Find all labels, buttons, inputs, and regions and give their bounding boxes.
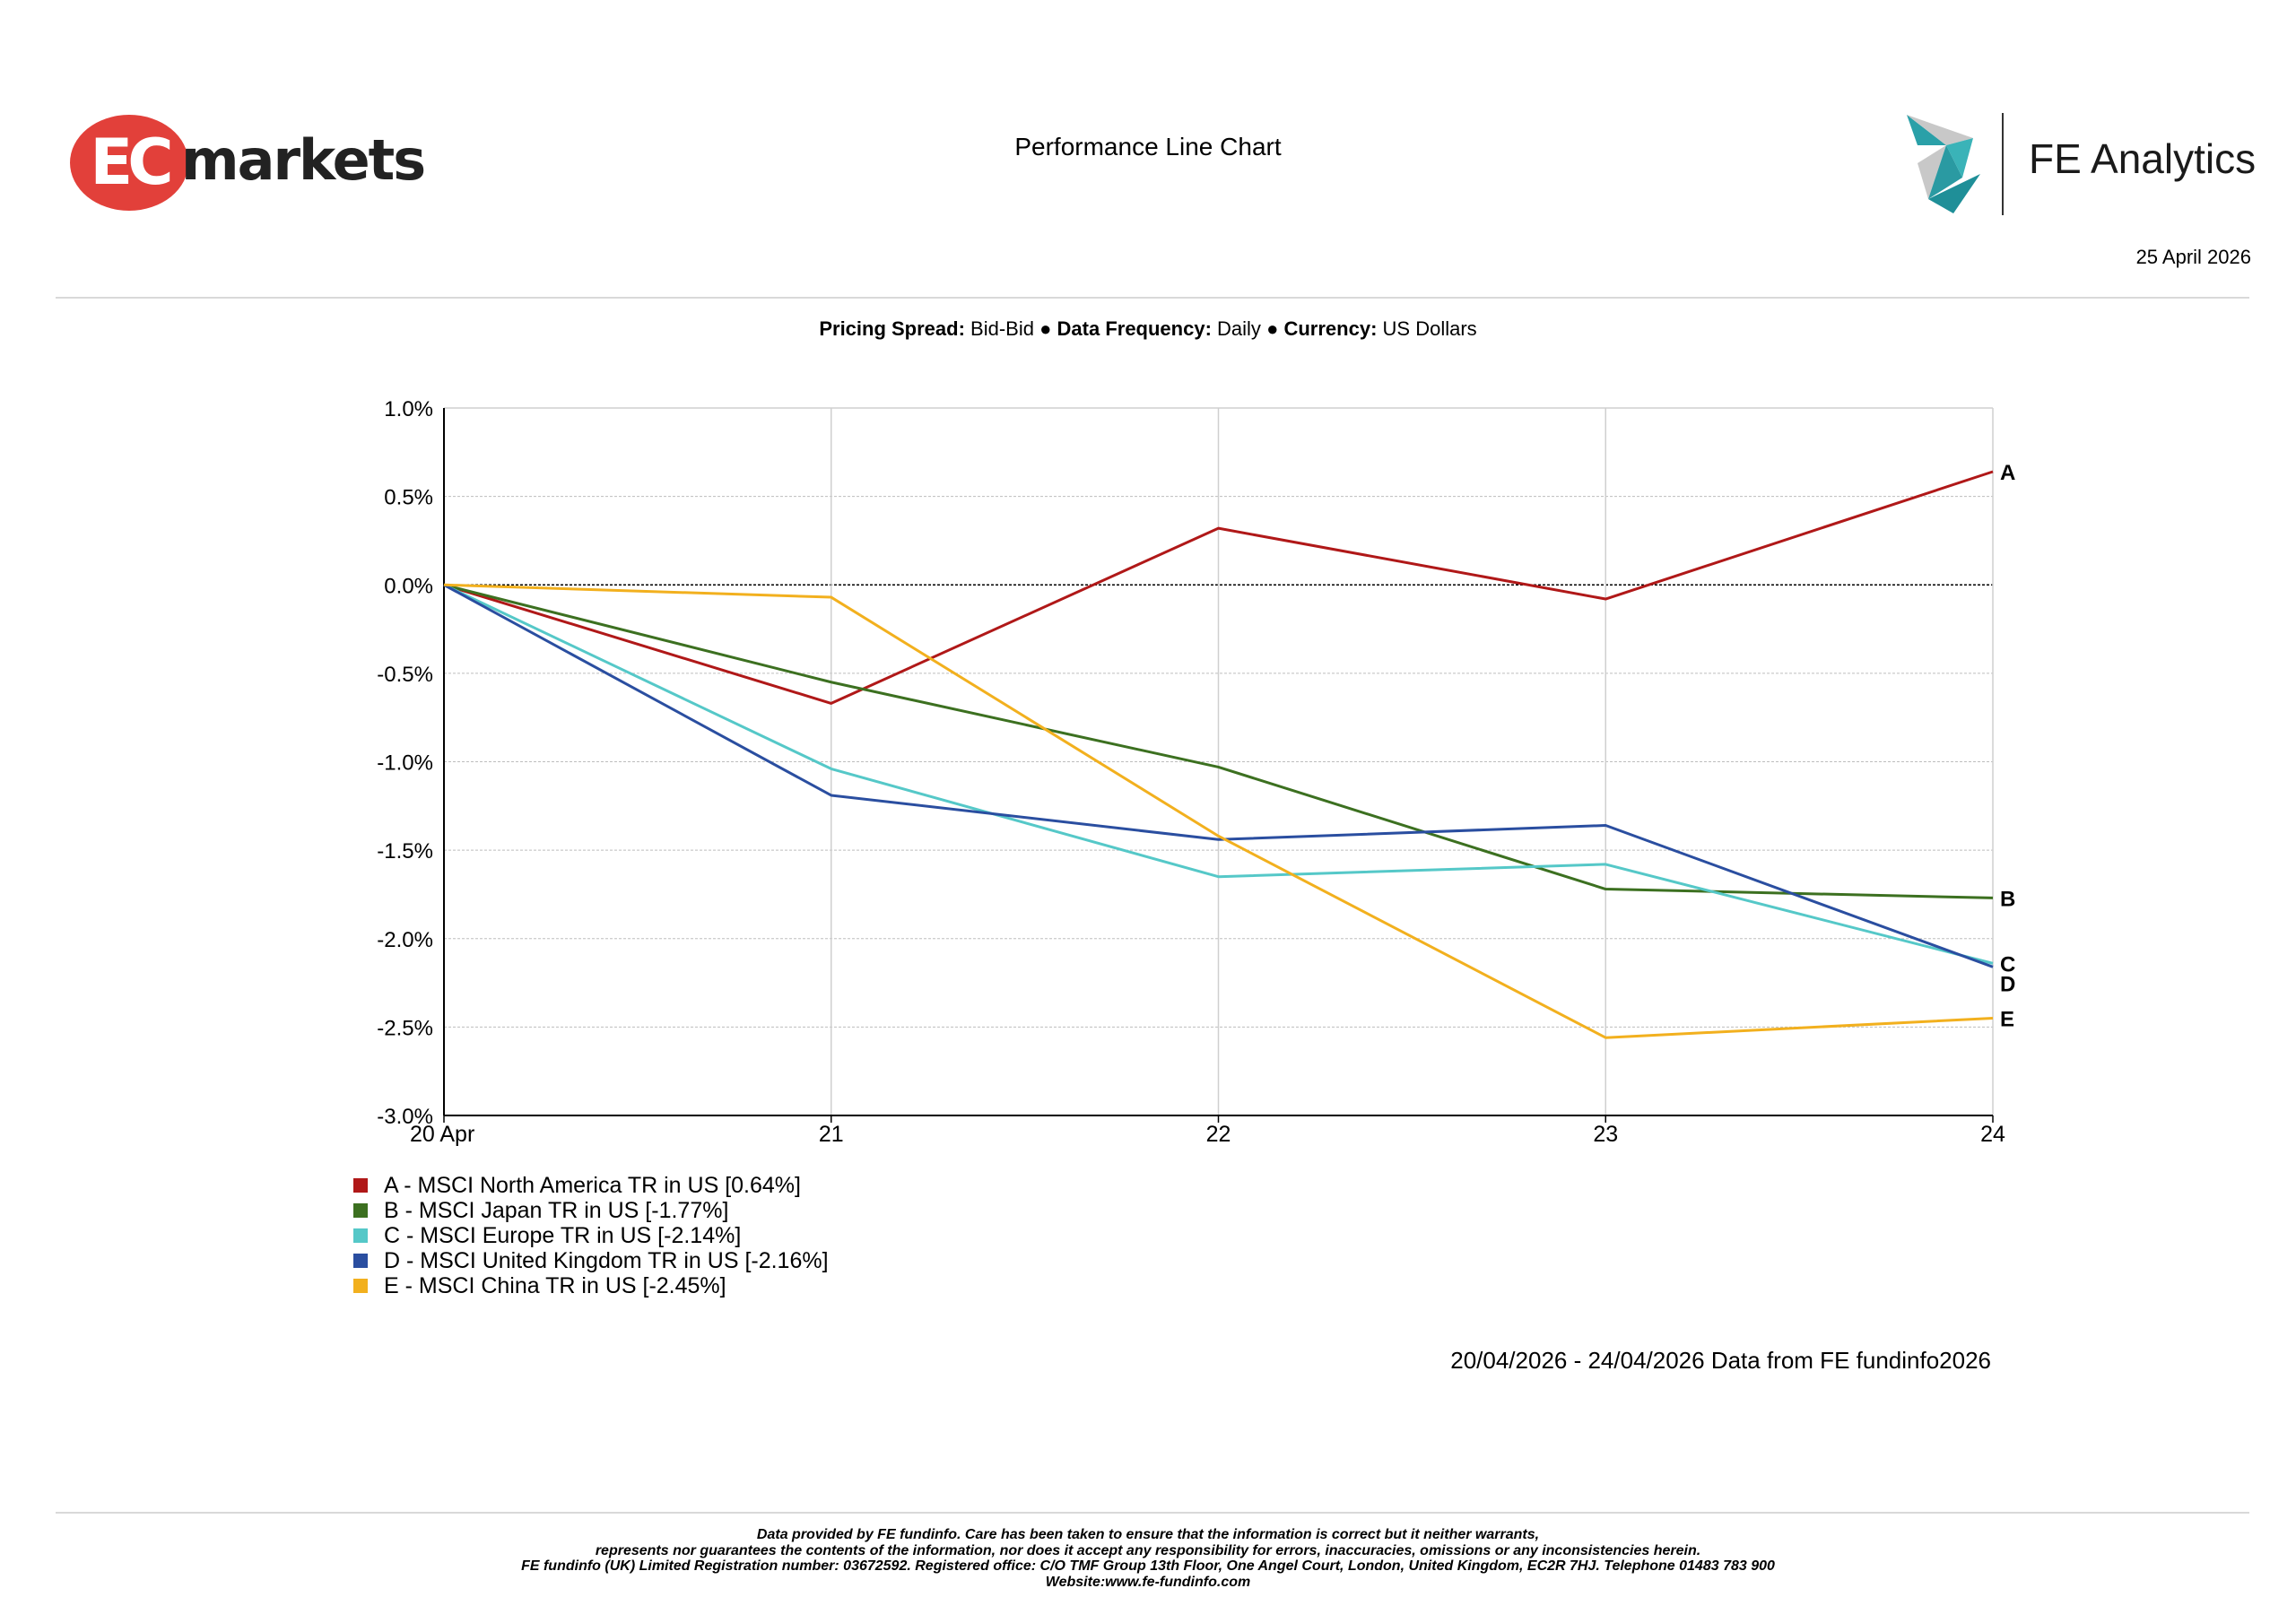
chart-legend: A - MSCI North America TR in US [0.64%] B… bbox=[353, 1173, 829, 1298]
legend-item: D - MSCI United Kingdom TR in US [-2.16%… bbox=[353, 1248, 829, 1273]
series-line bbox=[443, 583, 1994, 899]
x-tick-label: 24 bbox=[1980, 1122, 2005, 1147]
disclaimer-line: Data provided by FE fundinfo. Care has b… bbox=[756, 1527, 1540, 1542]
x-tick-label: 20 Apr bbox=[410, 1122, 474, 1147]
series-end-label: A bbox=[2000, 461, 2015, 485]
x-tick-label: 22 bbox=[1206, 1122, 1231, 1147]
ec-markets-logo: EC markets bbox=[70, 115, 426, 213]
separator: ● bbox=[1266, 317, 1279, 340]
y-tick-label: -2.5% bbox=[377, 1016, 433, 1040]
series-end-label: D bbox=[2000, 972, 2015, 996]
disclaimer-line: Website:www.fe-fundinfo.com bbox=[1045, 1574, 1251, 1590]
series-end-label: B bbox=[2000, 887, 2015, 911]
currency-label: Currency: bbox=[1283, 317, 1378, 340]
disclaimer-footer: Data provided by FE fundinfo. Care has b… bbox=[0, 1527, 2296, 1590]
x-tick-label: 21 bbox=[819, 1122, 844, 1147]
ec-logo-word: markets bbox=[181, 127, 426, 193]
report-date: 25 April 2026 bbox=[2135, 246, 2251, 268]
disclaimer-line: represents nor guarantees the contents o… bbox=[595, 1542, 1701, 1558]
y-tick-label: -1.5% bbox=[377, 839, 433, 864]
y-tick-label: 1.0% bbox=[384, 397, 433, 421]
logo-divider bbox=[2002, 113, 2004, 215]
legend-swatch bbox=[353, 1178, 368, 1193]
y-tick-label: -3.0% bbox=[377, 1105, 433, 1129]
data-source: 20/04/2026 - 24/04/2026 Data from FE fun… bbox=[1450, 1347, 1991, 1374]
ec-logo-mark: EC bbox=[70, 115, 188, 211]
currency-value: US Dollars bbox=[1382, 317, 1477, 340]
series-line bbox=[443, 583, 1994, 968]
legend-item: E - MSCI China TR in US [-2.45%] bbox=[353, 1273, 829, 1298]
legend-label: D - MSCI United Kingdom TR in US [-2.16%… bbox=[384, 1247, 829, 1273]
chart-settings: Pricing Spread: Bid-Bid ● Data Frequency… bbox=[0, 317, 2296, 341]
legend-item: C - MSCI Europe TR in US [-2.14%] bbox=[353, 1223, 829, 1248]
legend-swatch bbox=[353, 1254, 368, 1268]
series-end-label: C bbox=[2000, 952, 2015, 976]
footer-divider bbox=[56, 1512, 2249, 1514]
legend-item: A - MSCI North America TR in US [0.64%] bbox=[353, 1173, 829, 1198]
legend-swatch bbox=[353, 1279, 368, 1293]
legend-item: B - MSCI Japan TR in US [-1.77%] bbox=[353, 1198, 829, 1223]
legend-swatch bbox=[353, 1203, 368, 1218]
legend-label: A - MSCI North America TR in US [0.64%] bbox=[384, 1172, 801, 1198]
pricing-spread-value: Bid-Bid bbox=[970, 317, 1034, 340]
x-tick-label: 23 bbox=[1593, 1122, 1618, 1147]
series-line bbox=[443, 583, 1994, 1039]
fe-analytics-wordmark: FE Analytics bbox=[2029, 135, 2257, 182]
pricing-spread-label: Pricing Spread: bbox=[819, 317, 965, 340]
series-end-label: E bbox=[2000, 1008, 2014, 1032]
data-frequency-label: Data Frequency: bbox=[1057, 317, 1212, 340]
disclaimer-line: FE fundinfo (UK) Limited Registration nu… bbox=[521, 1558, 1775, 1574]
data-frequency-value: Daily bbox=[1217, 317, 1261, 340]
series-line bbox=[443, 470, 1994, 705]
y-tick-label: 0.0% bbox=[384, 574, 433, 598]
y-tick-label: -0.5% bbox=[377, 663, 433, 687]
y-tick-label: -2.0% bbox=[377, 928, 433, 952]
legend-label: B - MSCI Japan TR in US [-1.77%] bbox=[384, 1197, 729, 1223]
legend-swatch bbox=[353, 1228, 368, 1243]
fe-analytics-logo-icon bbox=[1907, 115, 1980, 213]
y-tick-label: -1.0% bbox=[377, 751, 433, 776]
legend-label: C - MSCI Europe TR in US [-2.14%] bbox=[384, 1222, 742, 1248]
header-divider bbox=[56, 297, 2249, 299]
page-title: Performance Line Chart bbox=[1014, 133, 1282, 161]
y-tick-label: 0.5% bbox=[384, 486, 433, 510]
legend-label: E - MSCI China TR in US [-2.45%] bbox=[384, 1272, 726, 1298]
separator: ● bbox=[1039, 317, 1052, 340]
series-line bbox=[443, 583, 1994, 965]
